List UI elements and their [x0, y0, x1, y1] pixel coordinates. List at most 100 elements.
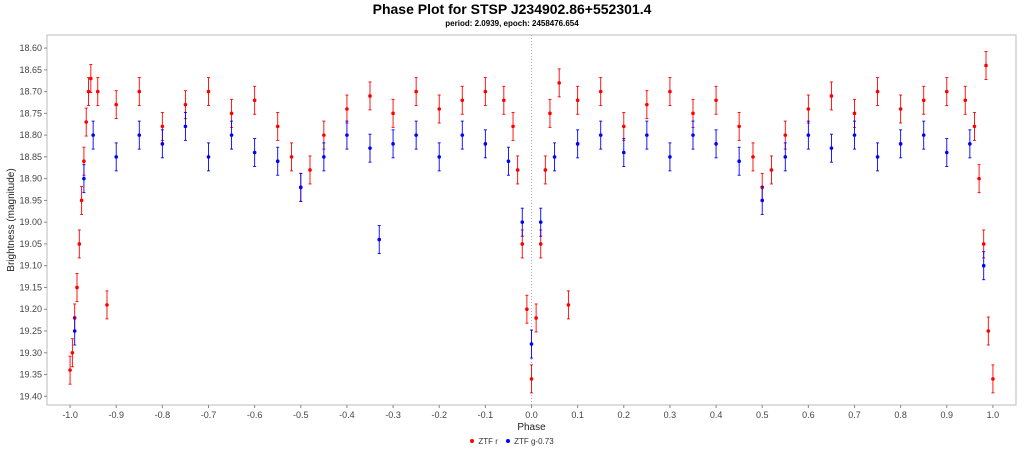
y-tick-label: 19.35 — [19, 370, 42, 380]
data-point — [229, 111, 234, 116]
y-tick-label: 18.65 — [19, 65, 42, 75]
data-point — [183, 124, 188, 129]
axis-ticks: -1.0 -0.9 -0.8 -0.7 -0.6 -0.5 -0.4 -0.3 -0.2 -0.1… — [19, 43, 999, 420]
x-tick-label: -0.3 — [385, 410, 401, 420]
legend-swatch-r — [470, 439, 475, 443]
data-point — [645, 133, 649, 137]
data-point — [75, 285, 79, 290]
data-point — [137, 133, 142, 137]
data-point — [737, 159, 741, 164]
data-point — [769, 168, 774, 172]
x-tick-label: 0.2 — [618, 410, 631, 420]
data-point — [852, 111, 857, 116]
data-point — [368, 94, 372, 98]
data-point — [68, 368, 72, 372]
data-point — [520, 242, 525, 246]
data-point — [737, 124, 741, 129]
data-point — [275, 159, 280, 164]
data-point — [972, 124, 977, 129]
data-point — [968, 142, 972, 146]
x-tick-label: -0.8 — [155, 410, 171, 420]
x-tick-label: -0.9 — [108, 410, 124, 420]
data-point — [137, 89, 142, 94]
data-point — [552, 155, 557, 159]
y-tick-label: 18.75 — [19, 108, 42, 118]
data-point — [95, 89, 100, 94]
data-point — [183, 102, 188, 107]
data-point — [538, 220, 543, 224]
data-point — [502, 98, 506, 103]
data-point — [963, 98, 968, 103]
x-tick-label: 0.1 — [571, 410, 584, 420]
y-tick-label: 19.15 — [19, 282, 42, 292]
data-point — [345, 133, 349, 137]
data-point — [714, 98, 718, 103]
data-point — [575, 98, 580, 103]
data-point — [79, 198, 84, 203]
data-point — [898, 107, 903, 111]
y-axis-label: Brightness (magnitude) — [6, 168, 17, 271]
data-point — [114, 155, 119, 159]
data-point — [534, 316, 538, 320]
data-point — [829, 146, 834, 150]
data-point — [538, 242, 543, 246]
y-tick-label: 18.85 — [19, 152, 42, 162]
x-tick-label: -0.2 — [431, 410, 447, 420]
data-point — [783, 133, 788, 137]
x-tick-label: 0.0 — [525, 410, 538, 420]
data-point — [691, 111, 695, 116]
x-tick-label: -0.1 — [478, 410, 494, 420]
data-point — [529, 377, 534, 381]
data-point — [875, 89, 880, 94]
y-tick-label: 19.25 — [19, 326, 42, 336]
data-point — [72, 329, 77, 333]
data-point — [598, 89, 603, 94]
data-point — [322, 133, 326, 137]
x-tick-label: 0.8 — [894, 410, 907, 420]
data-point — [308, 168, 312, 172]
data-point — [84, 120, 89, 124]
y-tick-label: 19.20 — [19, 304, 42, 314]
data-point — [437, 107, 442, 111]
y-tick-label: 18.95 — [19, 195, 42, 205]
data-point — [543, 168, 548, 172]
data-point — [460, 98, 465, 103]
x-tick-label: -0.6 — [247, 410, 263, 420]
data-point — [981, 263, 986, 268]
x-tick-label: 0.5 — [756, 410, 769, 420]
data-point — [511, 124, 515, 129]
data-point — [986, 329, 991, 333]
data-point — [981, 242, 986, 246]
data-point — [829, 94, 834, 98]
x-tick-label: 0.7 — [848, 410, 861, 420]
x-tick-label: -0.4 — [339, 410, 355, 420]
data-point — [944, 89, 949, 94]
data-point — [944, 150, 949, 155]
y-tick-label: 18.80 — [19, 130, 42, 140]
data-marks — [68, 51, 995, 394]
data-point — [483, 89, 488, 94]
data-point — [160, 142, 165, 146]
data-point — [645, 102, 649, 107]
data-point — [460, 133, 465, 137]
x-tick-label: 0.4 — [710, 410, 723, 420]
data-point — [91, 133, 95, 137]
y-tick-label: 18.70 — [19, 87, 42, 97]
data-point — [921, 133, 926, 137]
data-point — [368, 146, 372, 150]
y-tick-label: 19.05 — [19, 239, 42, 249]
data-point — [575, 142, 580, 146]
data-point — [77, 242, 82, 246]
data-point — [70, 350, 75, 355]
data-point — [520, 220, 525, 224]
data-point — [206, 155, 211, 159]
x-tick-label: -1.0 — [62, 410, 78, 420]
data-point — [114, 102, 119, 107]
data-point — [391, 111, 395, 116]
data-point — [229, 133, 234, 137]
data-point — [529, 342, 534, 346]
y-tick-label: 19.30 — [19, 348, 42, 358]
data-point — [566, 303, 571, 307]
data-point — [783, 155, 788, 159]
